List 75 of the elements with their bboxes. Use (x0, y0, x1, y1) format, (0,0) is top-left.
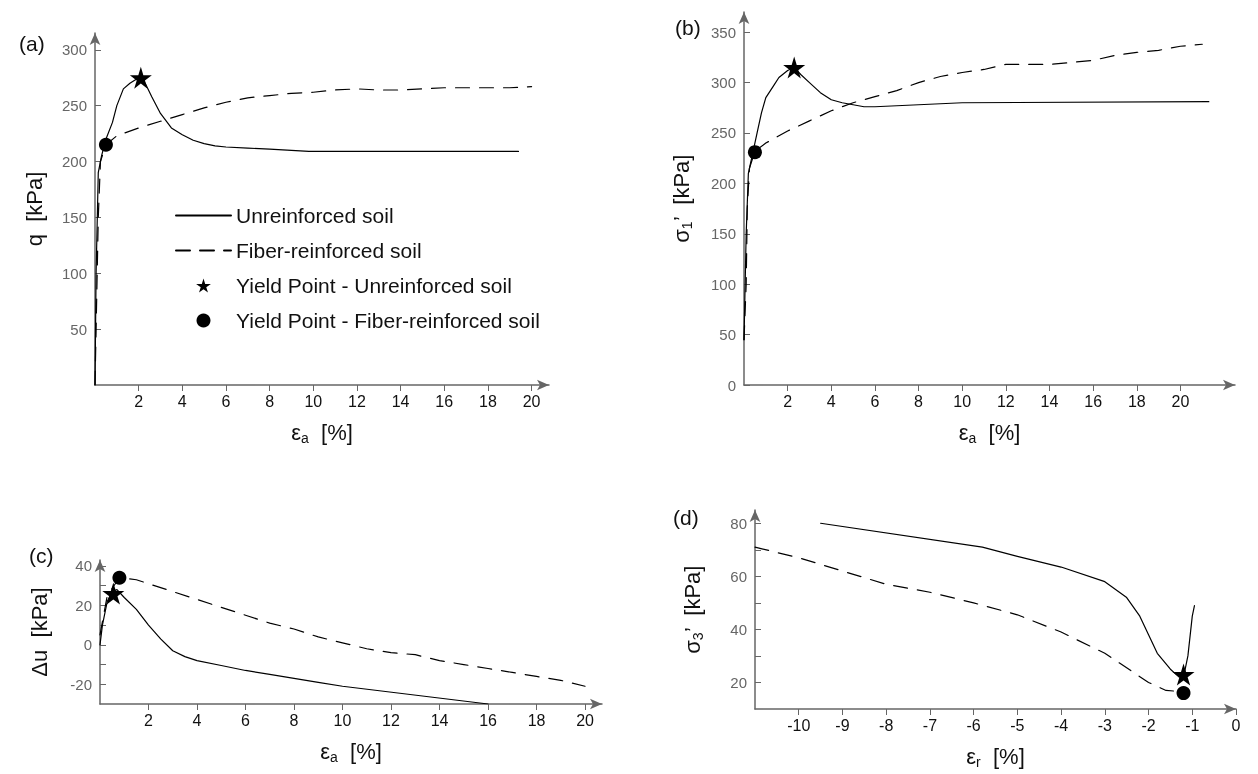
x-tick-label: -9 (835, 716, 850, 734)
legend-label: Yield Point - Fiber-reinforced soil (236, 309, 540, 332)
x-tick-label: 8 (265, 392, 275, 410)
x-tick-label: 2 (134, 392, 144, 410)
x-tick-label: 8 (914, 392, 924, 410)
x-tick-label: 16 (479, 711, 498, 729)
x-tick-label: 12 (382, 711, 401, 729)
x-tick-label: 2 (783, 392, 793, 410)
y-tick-label: 200 (61, 153, 87, 171)
x-tick-label: 14 (1040, 392, 1059, 410)
x-tick-label: 14 (430, 711, 449, 729)
y-tick-label: 40 (75, 557, 92, 575)
x-tick-label: -1 (1185, 716, 1200, 734)
x-tick-label: 4 (826, 392, 836, 410)
x-tick-label: 18 (527, 711, 546, 729)
x-tick-label: 8 (289, 711, 299, 729)
y-tick-label: 100 (710, 275, 736, 293)
y-tick-label: 50 (70, 320, 87, 338)
x-tick-label: -3 (1097, 716, 1113, 734)
chart-title: (d) (673, 506, 699, 529)
y-tick-label: 200 (710, 174, 736, 192)
y-tick-label: 300 (710, 74, 736, 92)
x-tick-label: 0 (1231, 716, 1241, 734)
x-tick-label: 2 (144, 711, 154, 729)
y-tick-label: 150 (61, 208, 87, 226)
x-tick-label: 6 (221, 392, 231, 410)
y-axis-title: Δu [kPa] (26, 587, 52, 677)
x-tick-label: 20 (522, 392, 541, 410)
y-tick-label: 150 (710, 225, 736, 243)
x-tick-label: -2 (1141, 716, 1156, 734)
x-tick-label: 10 (304, 392, 323, 410)
y-axis-title: σ1’ [kPa] (668, 154, 695, 243)
x-tick-label: -7 (922, 716, 938, 734)
x-tick-label: 12 (348, 392, 366, 410)
y-tick-label: 20 (730, 673, 747, 691)
legend-label: Unreinforced soil (236, 204, 394, 227)
y-tick-label: 250 (710, 124, 736, 142)
x-tick-label: -5 (1010, 716, 1025, 734)
x-tick-label: 6 (241, 711, 251, 729)
y-tick-label: -20 (70, 675, 92, 693)
chart-title: (b) (675, 16, 701, 39)
x-tick-label: 4 (192, 711, 202, 729)
y-axis-title: σ3’ [kPa] (679, 565, 706, 654)
x-tick-label: 10 (953, 392, 972, 410)
x-tick-label: 20 (576, 711, 595, 729)
x-tick-label: 4 (177, 392, 187, 410)
y-tick-label: 250 (61, 97, 87, 115)
legend-label: Yield Point - Unreinforced soil (236, 274, 512, 297)
x-tick-label: 12 (996, 392, 1015, 410)
x-tick-label: -4 (1053, 716, 1069, 734)
x-tick-label: 6 (870, 392, 880, 410)
y-tick-label: 350 (710, 23, 736, 41)
x-tick-label: -10 (787, 716, 811, 734)
x-tick-label: 18 (478, 392, 497, 410)
y-tick-label: 50 (719, 326, 736, 344)
x-tick-label: 14 (391, 392, 410, 410)
y-tick-label: 60 (730, 567, 747, 585)
chart-title: (a) (19, 32, 45, 55)
legend-label: Fiber-reinforced soil (236, 239, 422, 262)
x-tick-label: 16 (435, 392, 454, 410)
x-tick-label: 16 (1084, 392, 1103, 410)
y-tick-label: 100 (61, 264, 87, 282)
y-axis-title: q [kPa] (21, 171, 47, 247)
y-tick-label: 40 (730, 620, 747, 638)
y-tick-label: 0 (727, 376, 736, 394)
x-tick-label: -8 (879, 716, 894, 734)
y-tick-label: 20 (75, 596, 92, 614)
x-tick-label: 18 (1127, 392, 1146, 410)
y-tick-label: 0 (83, 636, 92, 654)
y-tick-label: 300 (61, 41, 87, 59)
x-tick-label: 10 (333, 711, 352, 729)
x-tick-label: 20 (1171, 392, 1190, 410)
y-tick-label: 80 (730, 514, 747, 532)
x-tick-label: -6 (966, 716, 981, 734)
chart-title: (c) (29, 544, 54, 567)
